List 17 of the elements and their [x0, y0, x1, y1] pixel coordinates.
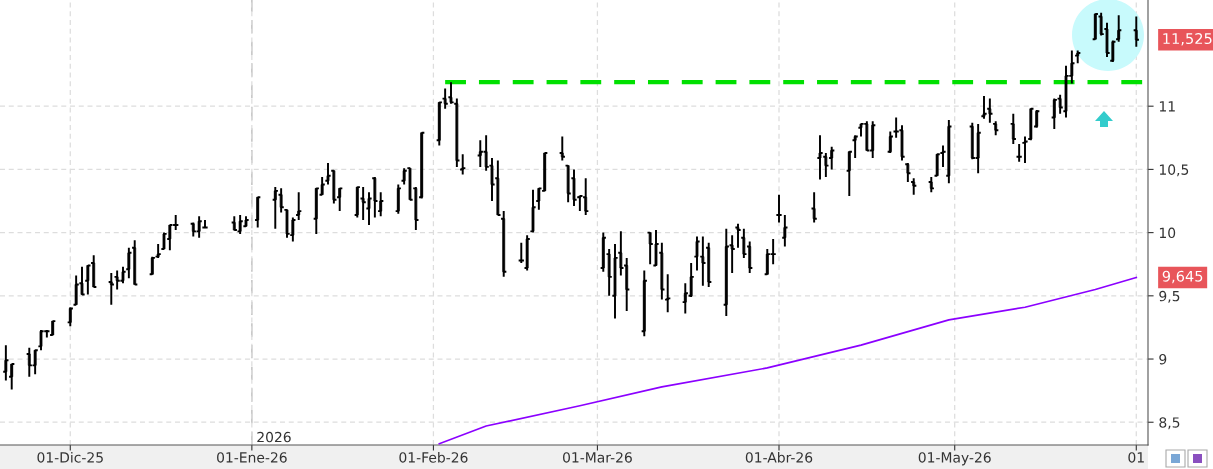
y-tick-label: 9 — [1159, 354, 1167, 365]
ref-line-label: 2026 — [257, 431, 291, 443]
y-tick-label: 8,5 — [1159, 417, 1180, 430]
y-tick-label: 10,5 — [1159, 164, 1189, 177]
text: 11,525 — [1163, 33, 1212, 46]
x-tick-label: 01 — [1128, 452, 1144, 463]
text: 9,645 — [1162, 270, 1203, 284]
x-tick-label: 01-Abr-26 — [745, 451, 813, 463]
line-series — [438, 276, 1138, 445]
x-tick-label: 01-Feb-26 — [399, 451, 468, 463]
x-tick-label: 01-Dic-25 — [37, 451, 103, 463]
y-tick-label: 10 — [1159, 227, 1176, 239]
y-tick-label: 11 — [1159, 101, 1175, 112]
x-tick-label: 01-Mar-26 — [563, 452, 632, 463]
x-tick-label: 01-May-26 — [918, 452, 991, 466]
x-tick-label: 01-Ene-26 — [217, 452, 287, 463]
y-tick-label: 9,5 — [1159, 290, 1180, 303]
